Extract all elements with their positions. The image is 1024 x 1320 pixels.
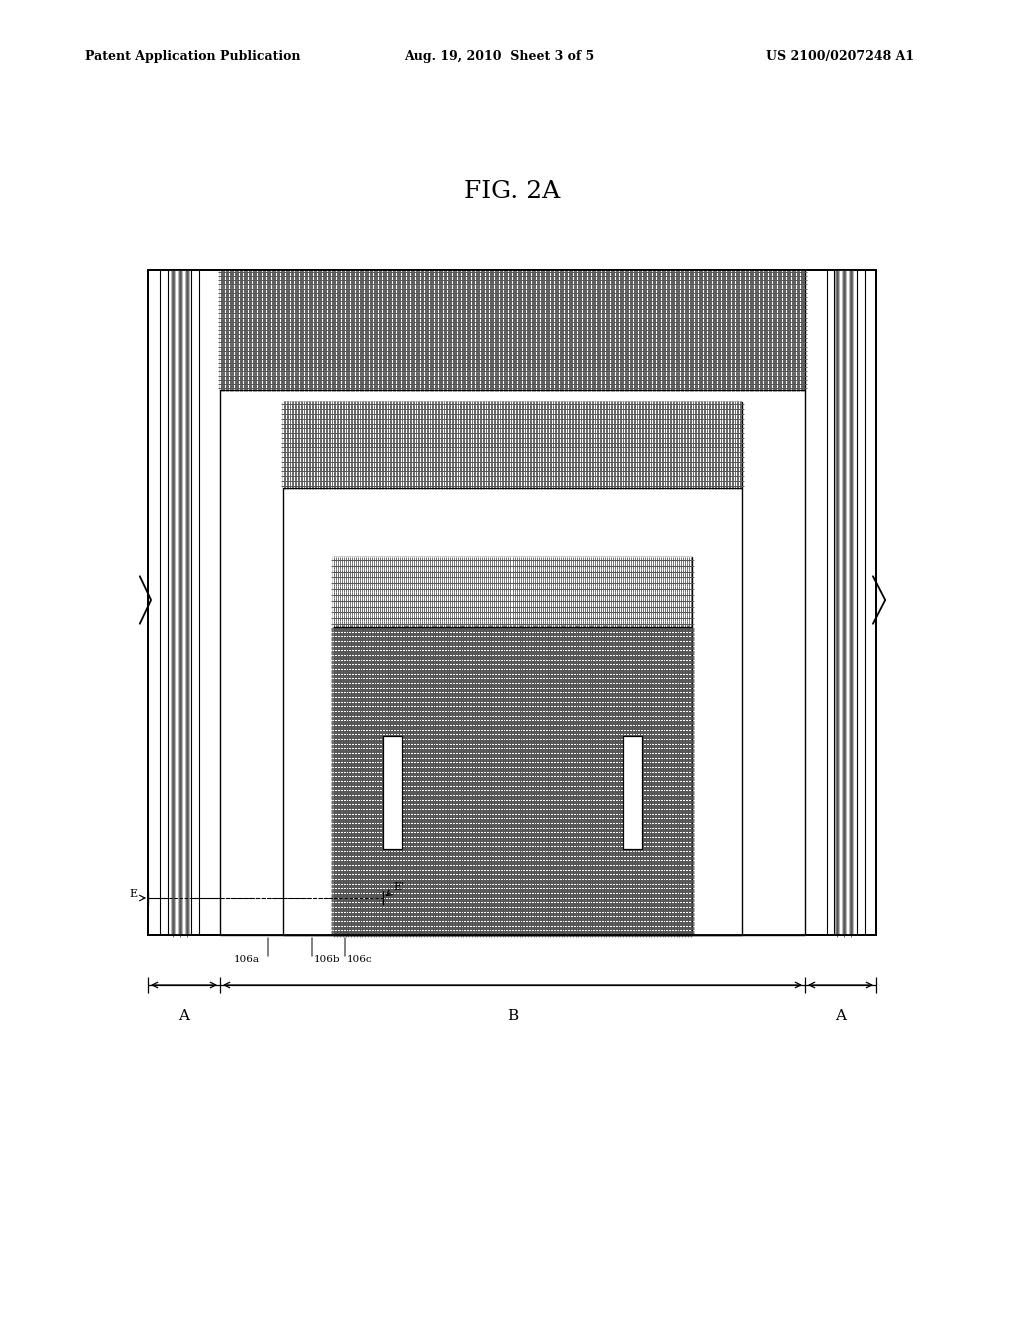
- Text: A: A: [178, 1008, 189, 1023]
- Bar: [148, 271, 876, 935]
- Bar: [220, 271, 805, 935]
- Text: E': E': [393, 883, 404, 892]
- Text: A: A: [835, 1008, 846, 1023]
- Text: 106b: 106b: [314, 954, 341, 964]
- Bar: [383, 737, 402, 849]
- Bar: [623, 737, 642, 849]
- Bar: [148, 271, 876, 935]
- Text: US 2100/0207248 A1: US 2100/0207248 A1: [766, 50, 914, 62]
- Bar: [220, 271, 805, 389]
- Bar: [170, 271, 190, 935]
- Bar: [283, 403, 742, 488]
- Bar: [283, 403, 742, 935]
- Text: 106c: 106c: [347, 954, 373, 964]
- Bar: [834, 271, 854, 935]
- Bar: [333, 557, 692, 935]
- Text: FIG. 2A: FIG. 2A: [464, 180, 560, 203]
- Bar: [333, 557, 692, 627]
- Text: 106a: 106a: [233, 954, 260, 964]
- Text: B: B: [507, 1008, 518, 1023]
- Text: Patent Application Publication: Patent Application Publication: [85, 50, 300, 62]
- Text: Aug. 19, 2010  Sheet 3 of 5: Aug. 19, 2010 Sheet 3 of 5: [404, 50, 595, 62]
- Bar: [333, 627, 692, 935]
- Text: E: E: [130, 890, 138, 899]
